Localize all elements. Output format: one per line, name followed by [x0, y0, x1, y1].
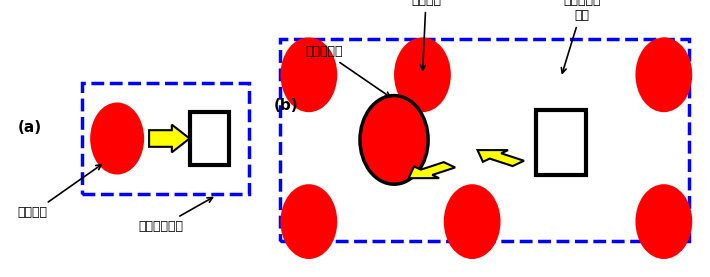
Text: (a): (a): [18, 120, 42, 135]
Bar: [280, 39, 689, 241]
Text: 格子間酸素: 格子間酸素: [305, 45, 391, 97]
Text: 格子間席の
空孔: 格子間席の 空孔: [562, 0, 601, 73]
Text: 格子席の空孔: 格子席の空孔: [138, 198, 212, 233]
Ellipse shape: [635, 184, 692, 259]
Ellipse shape: [280, 37, 337, 112]
Text: 格子酸素: 格子酸素: [18, 165, 102, 219]
Bar: [536, 110, 586, 175]
Ellipse shape: [635, 37, 692, 112]
Text: 格子酸素: 格子酸素: [411, 0, 441, 70]
Polygon shape: [478, 150, 524, 166]
Ellipse shape: [360, 96, 428, 184]
Polygon shape: [409, 162, 455, 178]
Text: (b): (b): [273, 98, 298, 113]
Ellipse shape: [394, 37, 451, 112]
Ellipse shape: [280, 184, 337, 259]
Bar: [190, 112, 229, 165]
Bar: [82, 83, 248, 194]
Polygon shape: [149, 125, 190, 152]
Ellipse shape: [444, 184, 501, 259]
Ellipse shape: [90, 102, 144, 175]
